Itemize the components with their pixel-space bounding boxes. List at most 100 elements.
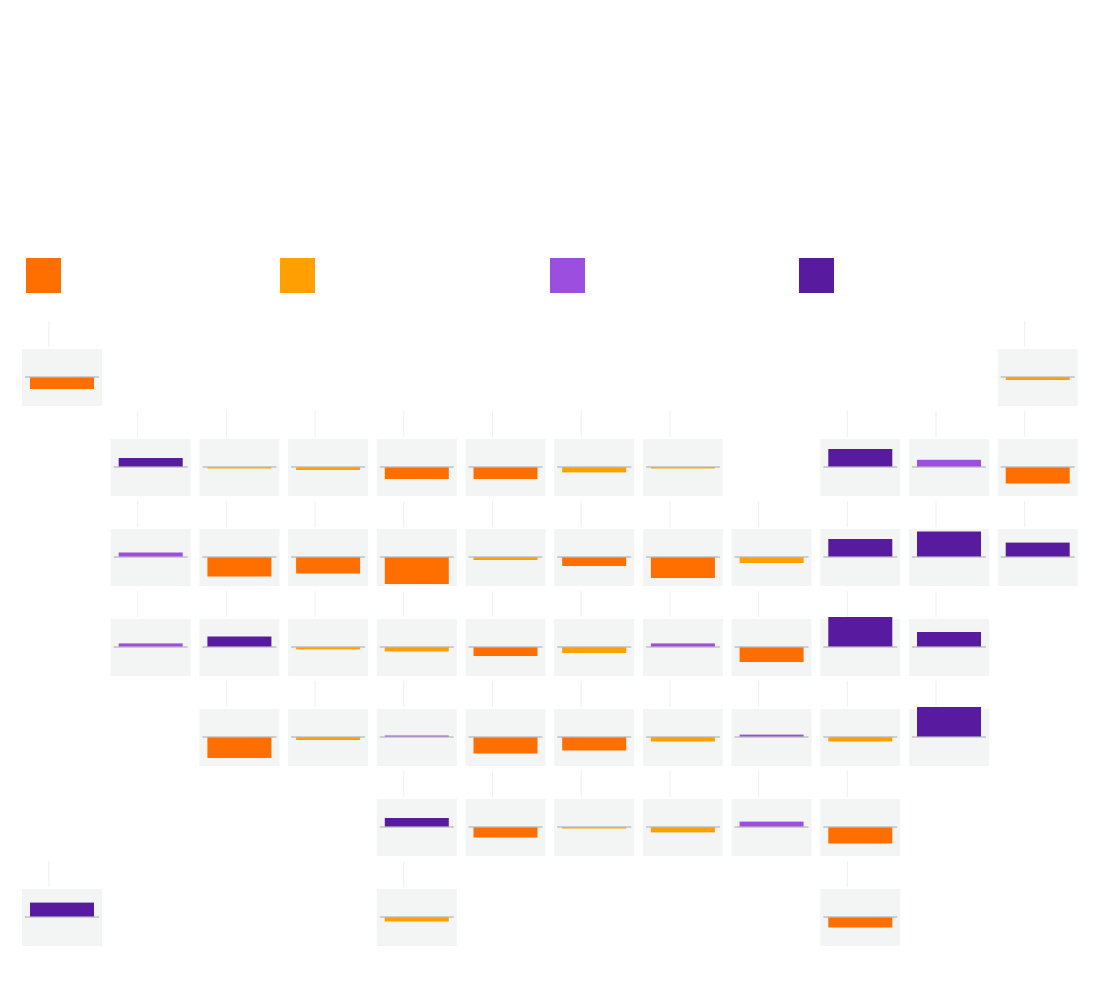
tile-2-9 [820,501,901,586]
legend-swatch-c3 [550,258,585,293]
tile-6-4 [376,861,457,946]
bar [739,734,804,737]
tile-1-7 [642,411,723,496]
tile-4-10 [909,681,989,766]
bar [739,821,804,827]
tile-3-5 [465,591,546,676]
bar [562,737,627,751]
tile-2-11 [997,501,1078,586]
bar [473,467,538,479]
legend-swatch-c4 [799,258,834,293]
bar [828,449,893,467]
tile-5-6 [554,771,635,856]
tile-4-4 [376,681,457,766]
tile-2-8 [731,501,812,586]
tile-3-2 [199,591,280,676]
bar [1005,377,1070,380]
bar [473,737,538,754]
tile-3-4 [376,591,457,676]
tile-1-10 [909,411,989,496]
tile-1-9 [820,411,901,496]
tile-3-9 [820,591,901,676]
bar [1005,542,1070,557]
tile-4-5 [465,681,546,766]
bar [650,737,715,742]
bar [473,647,538,656]
bar [296,737,361,740]
tile-3-10 [909,591,989,676]
tile-4-2 [199,681,280,766]
tile-2-10 [909,501,989,586]
tile-2-4 [376,501,457,586]
tile-4-3 [288,681,369,766]
tile-5-4 [376,771,457,856]
bar [30,902,94,917]
bar [473,827,538,838]
bar [118,643,183,647]
bar [384,647,449,652]
bar [562,557,627,566]
tile-3-7 [642,591,723,676]
tile-4-6 [554,681,635,766]
legend-swatch-c1 [26,258,61,293]
bar [384,557,449,584]
bar [207,557,272,577]
tile-0-0 [22,321,102,406]
tile-2-7 [642,501,723,586]
bar [828,917,893,928]
tile-1-2 [199,411,280,496]
bar [30,377,94,389]
bar [207,467,272,469]
bar [562,647,627,653]
bar [562,827,627,829]
tile-2-3 [288,501,369,586]
bar [207,636,272,647]
bar [828,737,893,742]
bar [650,557,715,578]
bar [473,557,538,560]
tile-1-5 [465,411,546,496]
bar [384,917,449,922]
bar [917,632,981,647]
bar [917,459,981,467]
tile-6-0 [22,861,102,946]
tile-1-6 [554,411,635,496]
bar [118,458,183,467]
tile-3-1 [110,591,191,676]
legend-swatch-c2 [280,258,315,293]
tile-5-9 [820,771,901,856]
tile-2-2 [199,501,280,586]
bar [828,539,893,557]
bar [650,827,715,833]
tile-2-6 [554,501,635,586]
tile-1-11 [997,411,1078,496]
bar [562,467,627,473]
tile-5-5 [465,771,546,856]
legend [0,258,1100,294]
bar [1005,467,1070,484]
bar [384,467,449,479]
bar [384,818,449,827]
tile-1-4 [376,411,457,496]
bar [917,531,981,557]
tile-3-6 [554,591,635,676]
tile-0-11 [997,321,1078,406]
bar [296,557,361,574]
tile-2-5 [465,501,546,586]
tile-4-9 [820,681,901,766]
tile-2-1 [110,501,191,586]
tile-5-8 [731,771,812,856]
bar [296,467,361,470]
bar [296,647,361,650]
tile-3-3 [288,591,369,676]
bar [650,643,715,647]
bar [118,552,183,557]
bar [650,467,715,469]
bar [384,735,449,737]
tile-4-7 [642,681,723,766]
tile-5-7 [642,771,723,856]
bar [828,827,893,844]
bar [739,557,804,563]
bar [917,707,981,737]
